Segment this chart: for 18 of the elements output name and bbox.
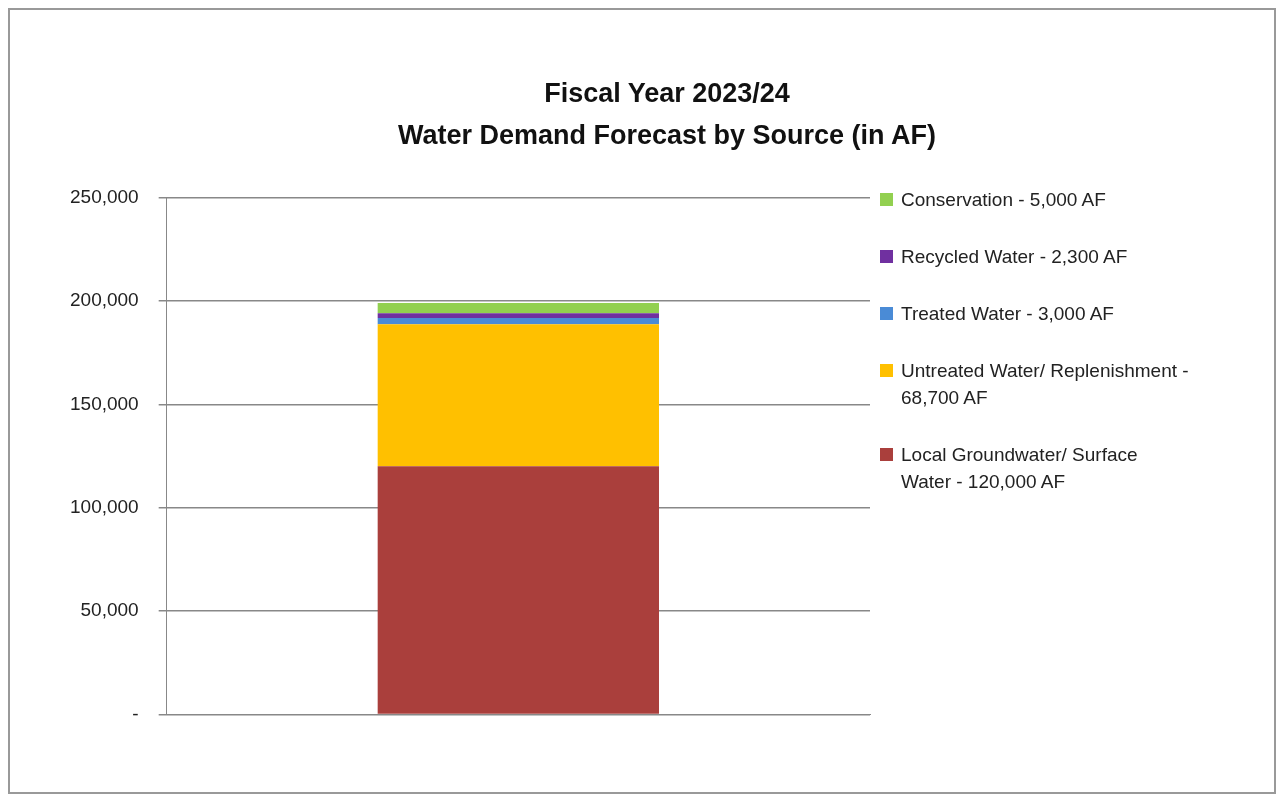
- bar: [377, 324, 659, 467]
- chart-title: Fiscal Year 2023/24: [543, 77, 791, 110]
- bar: [377, 313, 659, 319]
- y-tick-label: 200,000: [69, 289, 139, 311]
- bar: [377, 466, 659, 714]
- legend-label: Local Groundwater/ Surface Water - 120,000 AF: [901, 443, 1139, 494]
- y-tick-label: 150,000: [69, 392, 139, 414]
- y-tick-label: 50,000: [80, 599, 139, 621]
- y-tick-label: 100,000: [69, 495, 139, 517]
- bar: [377, 302, 659, 314]
- legend-label: Recycled Water - 2,300 AF: [901, 245, 1129, 269]
- y-tick-label: 250,000: [69, 185, 139, 207]
- y-tick-label: -: [132, 702, 139, 724]
- chart-subtitle: Water Demand Forecast by Source (in AF): [396, 119, 938, 152]
- legend-label: Treated Water - 3,000 AF: [901, 302, 1115, 326]
- bar: [377, 318, 659, 325]
- legend-label: Conservation - 5,000 AF: [901, 188, 1107, 212]
- legend-label: Untreated Water/ Replenishment - 68,700 AF: [901, 359, 1190, 410]
